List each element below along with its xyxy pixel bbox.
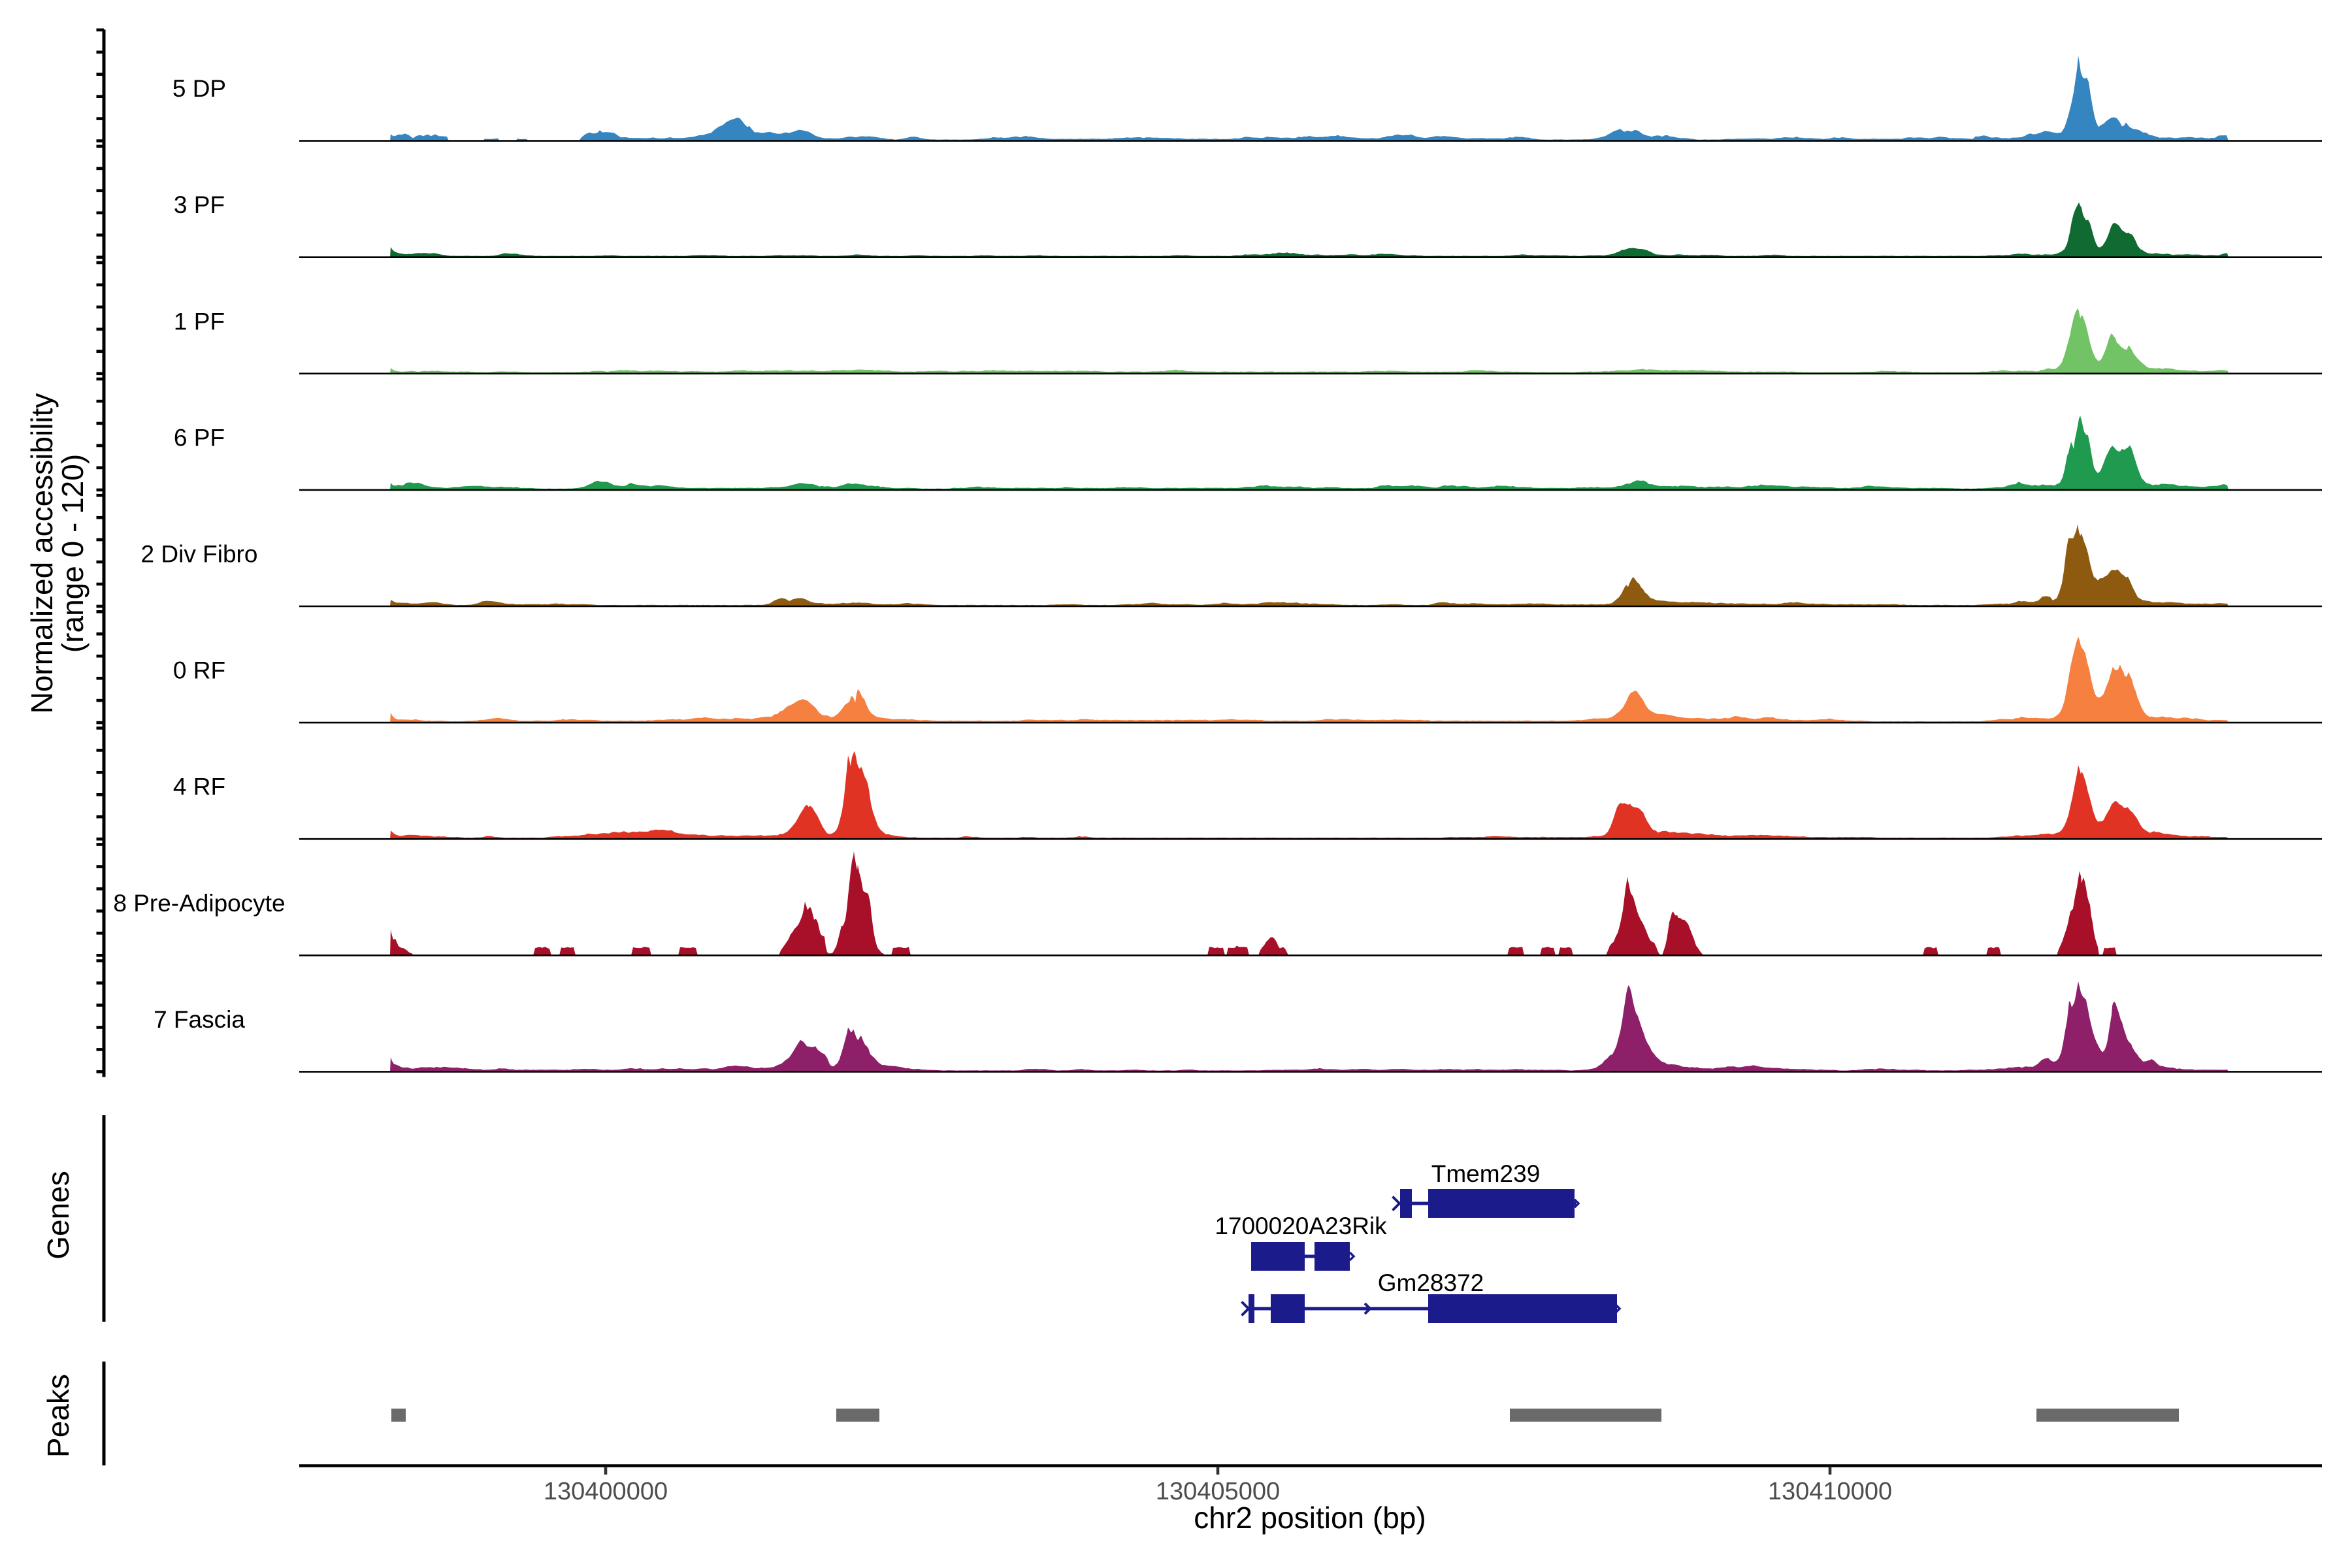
svg-text:130410000: 130410000 [1768, 1478, 1892, 1505]
svg-text:chr2 position (bp): chr2 position (bp) [1194, 1501, 1426, 1535]
svg-text:1 PF: 1 PF [174, 308, 225, 335]
svg-text:Peaks: Peaks [41, 1374, 75, 1458]
svg-text:(range 0 - 120): (range 0 - 120) [56, 454, 90, 653]
svg-text:Tmem239: Tmem239 [1431, 1160, 1541, 1187]
svg-text:3 PF: 3 PF [174, 191, 225, 218]
svg-text:Genes: Genes [41, 1171, 75, 1260]
svg-text:1700020A23Rik: 1700020A23Rik [1215, 1213, 1387, 1239]
svg-text:Gm28372: Gm28372 [1378, 1269, 1484, 1296]
svg-text:5 DP: 5 DP [172, 75, 226, 102]
svg-text:0 RF: 0 RF [173, 657, 225, 684]
svg-text:7 Fascia: 7 Fascia [154, 1006, 245, 1033]
svg-text:130400000: 130400000 [544, 1478, 668, 1505]
svg-text:130405000: 130405000 [1156, 1478, 1280, 1505]
svg-text:Normalized accessibility: Normalized accessibility [25, 393, 59, 714]
svg-text:6 PF: 6 PF [174, 424, 225, 451]
svg-text:8 Pre-Adipocyte: 8 Pre-Adipocyte [113, 890, 285, 917]
svg-text:2 Div Fibro: 2 Div Fibro [141, 541, 258, 568]
svg-text:4 RF: 4 RF [173, 774, 225, 800]
